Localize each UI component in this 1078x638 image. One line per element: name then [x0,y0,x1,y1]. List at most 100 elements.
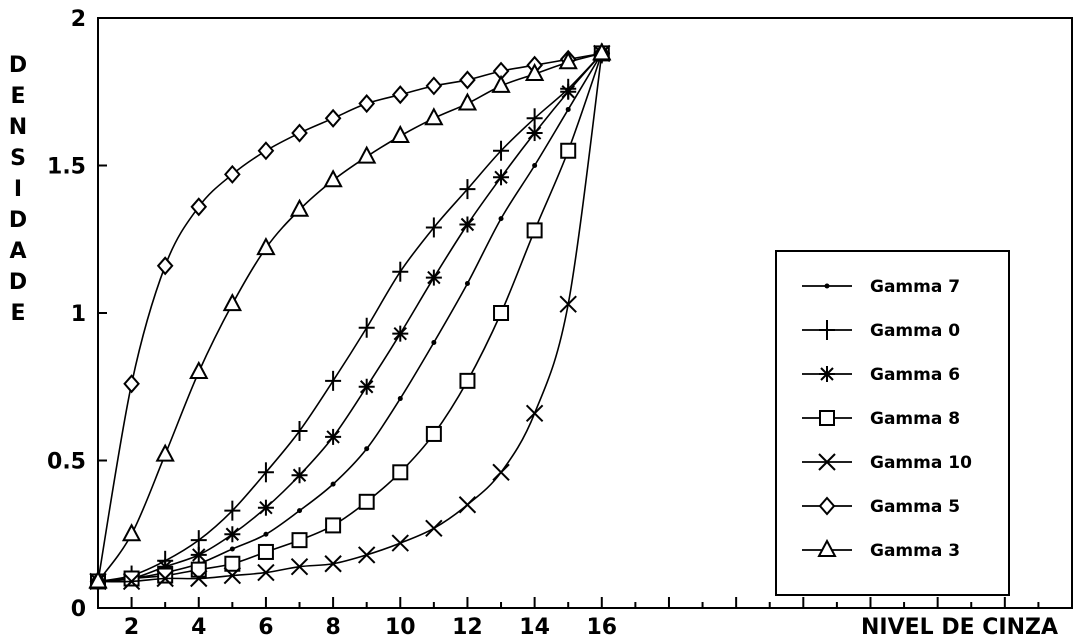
x-tick-label: 16 [586,615,617,638]
data-point [458,496,477,514]
data-point [190,530,207,551]
data-point [224,164,241,184]
y-axis-label-letter: N [9,115,27,140]
x-tick-label: 14 [519,615,550,638]
data-point [190,561,207,578]
data-point [297,508,303,514]
legend-marker [819,410,835,426]
data-point [224,500,241,521]
data-point [263,531,269,537]
y-tick-label: 1.5 [47,155,86,180]
legend-label: Gamma 10 [870,453,972,473]
data-point [291,421,308,441]
data-point [190,197,208,217]
data-point [532,163,538,168]
data-point [493,305,510,321]
data-point [190,546,207,563]
data-point [358,378,375,395]
data-point [425,76,443,96]
data-point [390,124,410,143]
y-axis-label-letter: E [10,301,25,326]
data-point [291,123,308,143]
legend-marker [818,453,836,471]
data-point [364,446,370,452]
series-line [97,52,603,583]
data-point [560,142,577,159]
data-point [425,425,442,442]
data-point [592,42,612,61]
data-point [525,404,544,423]
y-tick-label: 2 [71,7,86,32]
data-point [491,74,511,93]
data-point [424,107,444,126]
data-point [324,108,342,128]
data-point [459,372,476,389]
y-tick-label: 1 [71,302,86,327]
y-axis-label-letter: D [9,208,27,233]
data-point [257,141,275,161]
data-point [459,179,476,200]
data-point [357,145,377,164]
data-point [391,534,409,552]
data-point [224,555,241,572]
x-axis-ticks: 2 4 6 8 10 12 14 16 [124,597,1040,638]
y-axis-label-letter: I [14,177,22,202]
data-point [492,463,510,482]
data-point [392,464,409,481]
data-point [256,236,276,256]
data-point [224,526,241,543]
legend-items: Gamma 7 Gamma 0 Gamma 6 Gamma 8 Gamma 10 Gamm… [802,277,972,561]
data-point [155,443,175,462]
data-point [392,261,409,282]
data-point [289,198,310,217]
data-point [358,493,375,510]
y-axis-label-letter: D [9,53,27,78]
data-point [498,216,504,222]
data-point [121,523,142,542]
legend-item: Gamma 10 [802,453,972,473]
data-point [459,216,476,233]
x-tick-label: 12 [452,615,483,638]
data-point [291,467,308,484]
data-point [156,569,174,588]
x-tick-label: 10 [385,615,416,638]
x-tick-label: 6 [258,615,273,638]
data-point [391,85,409,105]
legend-marker [819,366,835,382]
series-line [97,52,602,582]
legend-box [775,250,1010,596]
series-line [97,52,603,583]
data-point [325,370,342,391]
y-axis-label-letter: S [10,146,26,171]
x-tick-label: 4 [191,615,206,638]
data-point [431,340,437,345]
data-point [524,62,545,82]
series-gamma-0 [90,43,610,592]
data-point [229,546,235,552]
data-point [257,543,274,560]
y-axis-ticks: 0 0.5 1 1.5 2 [47,7,107,622]
data-point [357,546,376,564]
data-point [559,295,577,313]
y-tick-label: 0.5 [47,450,86,475]
data-point [190,569,208,588]
legend-item: Gamma 7 [802,277,960,297]
data-point [324,555,342,573]
legend-item: Gamma 0 [802,320,960,341]
y-axis-label-letter: A [9,239,26,264]
data-point [257,462,274,483]
data-point [493,140,510,161]
series-gamma-7 [95,50,605,584]
data-point [257,499,274,516]
data-point [290,557,309,576]
series-gamma-8 [90,45,610,590]
legend-item: Gamma 5 [802,496,960,517]
data-point [223,566,242,585]
series-gamma-5 [89,43,611,591]
series-line [97,52,603,583]
legend-marker [818,496,836,516]
series-layer [88,42,612,592]
data-point [156,256,174,276]
data-point [457,92,478,111]
